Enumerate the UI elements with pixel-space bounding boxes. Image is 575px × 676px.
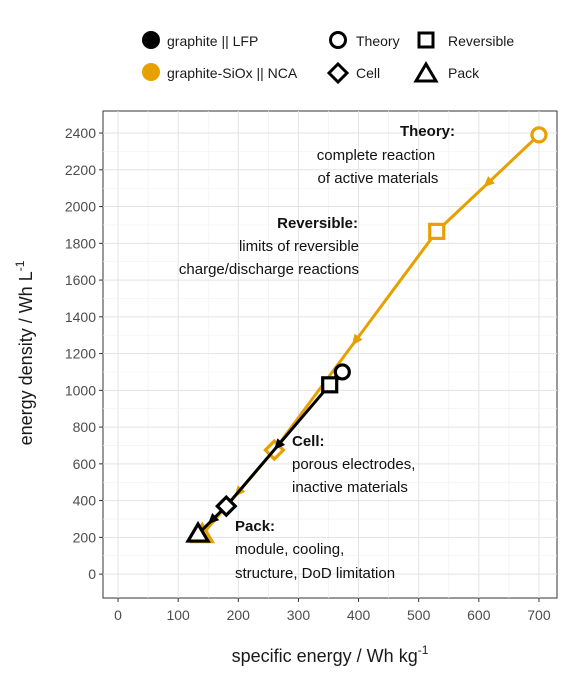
y-tick-label: 0 [88,566,96,582]
legend-marker-graphite-lfp [142,31,160,49]
annotation-reversible-line-1: limits of reversible [239,238,359,255]
legend-circle-icon [329,31,347,49]
direction-arrow-graphite-lfp [274,438,286,451]
x-tick-label: 100 [166,607,190,623]
legend-label-theory: Theory [356,33,400,49]
legend-marker-graphite-siox-nca [142,63,160,81]
direction-arrow-graphite-siox-nca [351,333,363,346]
annotation-theory: Theory: complete reaction of active mate… [317,123,455,187]
point-graphite-lfp-theory [333,363,351,381]
annotation-theory-line-1: complete reaction [317,147,435,164]
point-graphite-siox-nca-theory [530,126,548,144]
annotation-theory-line-2: of active materials [318,170,439,187]
y-tick-label: 200 [73,529,97,545]
y-tick-label: 800 [73,419,97,435]
annotation-cell: Cell: porous electrodes, inactive materi… [292,433,415,496]
y-tick-label: 2400 [65,125,96,141]
plot-panel [102,110,558,599]
x-tick-label: 0 [114,607,122,623]
direction-arrow-graphite-siox-nca [483,176,495,188]
x-tick-label: 500 [407,607,431,623]
x-axis-label-exponent: -1 [418,643,429,657]
annotation-cell-line-2: inactive materials [292,479,408,496]
annotation-reversible-line-2: charge/discharge reactions [179,261,359,278]
point-graphite-lfp-pack [185,520,211,543]
y-axis-label: energy density / Wh L-1 [13,260,36,445]
y-axis-label-exponent: -1 [13,260,27,271]
x-axis-label: specific energy / Wh kg-1 [232,643,429,666]
x-tick-label: 600 [467,607,491,623]
legend-label-pack: Pack [448,65,480,81]
annotation-cell-line-1: porous electrodes, [292,456,415,473]
annotation-pack: Pack: module, cooling, structure, DoD li… [235,518,395,582]
legend-square-icon [417,31,435,49]
annotation-cell-title: Cell: [292,433,325,450]
y-tick-label: 400 [73,493,97,509]
y-tick-label: 1400 [65,309,96,325]
point-graphite-siox-nca-reversible [428,222,446,240]
grid [103,111,557,598]
y-tick-label: 1200 [65,346,96,362]
annotation-reversible: Reversible: limits of reversible charge/… [179,215,359,278]
series-layer [185,126,548,544]
point-graphite-lfp-cell [215,494,238,518]
y-axis-ticks: 0 200 400 600 800 1000 1200 1400 1600 1800 2000 220… [65,125,103,582]
annotation-theory-title: Theory: [400,123,455,140]
annotation-pack-line-1: module, cooling, [235,541,344,558]
y-tick-label: 600 [73,456,97,472]
annotation-pack-line-2: structure, DoD limitation [235,565,395,582]
x-tick-label: 700 [527,607,551,623]
legend-label-graphite-lfp: graphite || LFP [167,33,258,49]
y-tick-label: 1800 [65,235,96,251]
x-tick-label: 300 [287,607,311,623]
series-graphite-lfp [185,363,351,543]
y-tick-label: 1600 [65,272,96,288]
annotation-reversible-title: Reversible: [277,215,358,232]
x-tick-label: 400 [347,607,371,623]
direction-arrow-graphite-lfp [207,513,220,525]
legend-triangle-icon [413,61,439,83]
y-axis-label-text: energy density / Wh L [16,271,36,445]
y-tick-label: 1000 [65,382,96,398]
y-tick-label: 2000 [65,199,96,215]
x-tick-label: 200 [227,607,251,623]
annotation-pack-title: Pack: [235,518,275,535]
x-axis-ticks: 0 100 200 300 400 500 600 700 [114,598,551,623]
legend-diamond-icon [326,61,350,85]
legend-label-cell: Cell [356,65,380,81]
legend: graphite || LFP graphite-SiOx || NCA The… [142,31,514,85]
legend-label-graphite-siox-nca: graphite-SiOx || NCA [167,65,298,81]
y-tick-label: 2200 [65,162,96,178]
point-graphite-lfp-reversible [321,376,339,394]
x-axis-label-text: specific energy / Wh kg [232,646,418,666]
legend-label-reversible: Reversible [448,33,514,49]
